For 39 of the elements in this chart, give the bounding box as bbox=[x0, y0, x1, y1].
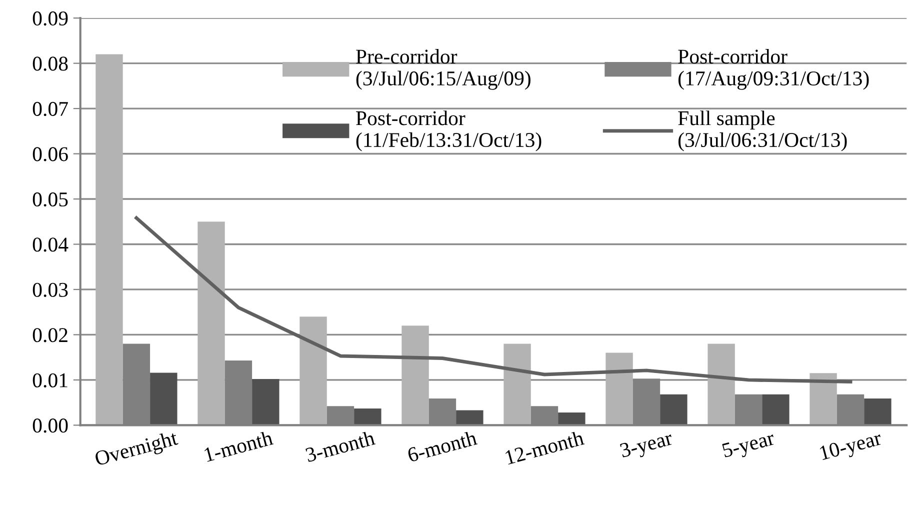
bar bbox=[150, 372, 178, 426]
y-tick-label: 0.09 bbox=[32, 11, 68, 26]
y-tick-label: 0.00 bbox=[32, 418, 68, 433]
bar bbox=[354, 408, 382, 426]
y-tick-label: 0.07 bbox=[32, 102, 68, 116]
bar bbox=[606, 352, 633, 426]
x-tick-label: Overnight bbox=[94, 430, 180, 470]
y-tick-label: 0.06 bbox=[32, 147, 68, 162]
y-tick-label: 0.05 bbox=[32, 192, 68, 207]
bar bbox=[456, 410, 484, 426]
bar bbox=[198, 222, 225, 426]
x-tick-label: 3-month bbox=[304, 430, 376, 462]
x-tick-label: 10-year bbox=[819, 430, 884, 464]
x-tick-label: 1-month bbox=[204, 430, 274, 462]
x-tick-label: 5-year bbox=[722, 430, 776, 462]
bar bbox=[660, 394, 688, 426]
x-tick-label: 3-year bbox=[619, 430, 674, 462]
bar bbox=[96, 54, 123, 426]
x-tick-label: 6-month bbox=[406, 430, 478, 462]
y-tick-label: 0.03 bbox=[32, 282, 68, 297]
bar bbox=[252, 379, 280, 426]
y-tick-label: 0.04 bbox=[32, 238, 68, 252]
bar bbox=[864, 398, 892, 426]
line-series bbox=[134, 216, 852, 384]
legend-label: Post-corridor (11/Feb/13:31/Oct/13) bbox=[356, 110, 542, 152]
y-tick-label: 0.01 bbox=[32, 373, 68, 388]
bar bbox=[558, 412, 586, 426]
bar bbox=[504, 344, 531, 426]
legend-label: Post-corridor (17/Aug/09:31/Oct/13) bbox=[678, 49, 869, 90]
legend-label: Full sample (3/Jul/06:31/Oct/13) bbox=[678, 110, 847, 152]
bar bbox=[402, 326, 429, 426]
bar bbox=[810, 373, 837, 426]
bar bbox=[708, 344, 735, 426]
x-tick-label: 12-month bbox=[504, 430, 585, 465]
y-tick-label: 0.08 bbox=[32, 56, 68, 71]
y-tick-label: 0.02 bbox=[32, 328, 68, 342]
legend-label: Pre-corridor (3/Jul/06:15/Aug/09) bbox=[356, 49, 530, 90]
bar bbox=[300, 316, 327, 426]
bar bbox=[762, 394, 790, 426]
